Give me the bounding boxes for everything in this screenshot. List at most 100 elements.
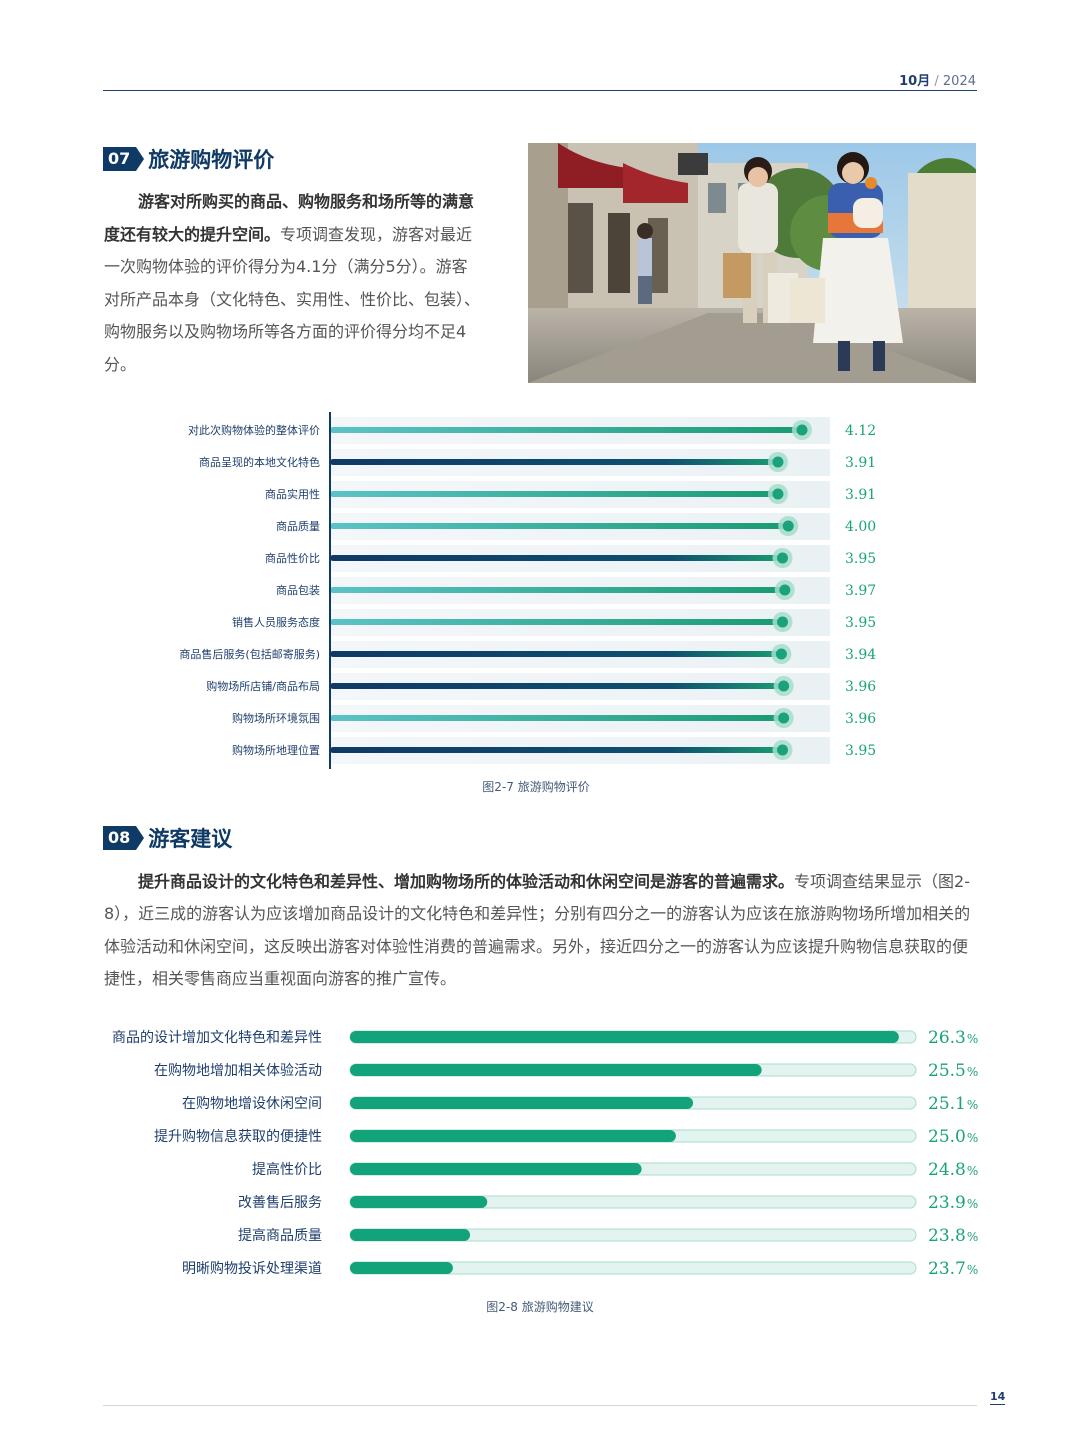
bar-marker: [772, 488, 784, 500]
shopping-evaluation-chart: 对此次购物体验的整体评价 4.12 商品呈现的本地文化特色 3.91 商品实用性 3.91…: [179, 412, 876, 769]
bar-marker: [796, 424, 808, 436]
value-label: 24.8%: [928, 1160, 978, 1180]
bar: [350, 1031, 899, 1043]
section-07-title: 旅游购物评价: [148, 148, 275, 172]
header-date: 10月 / 2024: [899, 70, 976, 89]
category-label: 提高性价比: [252, 1161, 322, 1178]
section-08-title: 游客建议: [148, 827, 233, 851]
photo-shopping-tourists-icon: [528, 143, 976, 383]
category-label: 购物场所环境氛围: [232, 711, 320, 725]
bar: [330, 619, 783, 625]
value-label: 4.00: [845, 519, 876, 535]
section-08-heading: 08 游客建议: [103, 823, 232, 853]
value-unit: %: [967, 1098, 978, 1112]
section-07-lead: 游客对所购买的商品、购物服务和场所等的满意度还有较大的提升空间。: [104, 192, 475, 244]
value-label: 3.95: [845, 551, 876, 567]
section-08-lead: 提升商品设计的文化特色和差异性、增加购物场所的体验活动和休闲空间是游客的普遍需求…: [138, 872, 795, 891]
bar: [330, 491, 778, 497]
section-07-body: 专项调查发现，游客对最近一次购物体验的评价得分为4.1分（满分5分）。游客对所产…: [104, 224, 481, 374]
category-label: 销售人员服务态度: [232, 615, 320, 629]
value-label: 26.3%: [928, 1028, 978, 1048]
value-label: 3.97: [845, 583, 876, 599]
value-label: 23.7%: [928, 1259, 978, 1279]
bar: [330, 683, 784, 689]
bar-marker: [772, 456, 784, 468]
value-unit: %: [967, 1164, 978, 1178]
bar: [350, 1064, 762, 1076]
category-label: 提高商品质量: [238, 1227, 322, 1244]
bar: [330, 587, 785, 593]
category-label: 商品售后服务(包括邮寄服务): [179, 647, 320, 661]
category-label: 购物场所店铺/商品布局: [206, 679, 320, 693]
bar-marker: [779, 584, 791, 596]
value-label: 3.96: [845, 711, 876, 727]
value-unit: %: [967, 1230, 978, 1244]
category-label: 商品性价比: [265, 551, 320, 565]
category-label: 改善售后服务: [238, 1195, 322, 1211]
category-label: 商品包装: [276, 583, 320, 597]
value-unit: %: [967, 1065, 978, 1079]
value-label: 3.96: [845, 679, 876, 695]
section-07-paragraph: 游客对所购买的商品、购物服务和场所等的满意度还有较大的提升空间。专项调查发现，游…: [104, 186, 482, 381]
bar: [350, 1163, 642, 1175]
bar-marker: [775, 648, 787, 660]
bar: [350, 1097, 694, 1109]
category-label: 商品实用性: [265, 487, 320, 501]
bar: [350, 1262, 453, 1274]
category-label: 明晰购物投诉处理渠道: [182, 1261, 322, 1277]
header-separator: /: [934, 74, 939, 89]
bar: [350, 1196, 488, 1208]
bar: [330, 555, 783, 561]
value-label: 25.5%: [928, 1061, 978, 1081]
bar-marker: [777, 616, 789, 628]
category-label: 在购物地增设休闲空间: [182, 1096, 322, 1112]
value-label: 23.8%: [928, 1226, 978, 1246]
header-rule: [103, 90, 977, 91]
bar: [330, 459, 778, 465]
value-unit: %: [967, 1197, 978, 1211]
value-label: 3.91: [845, 487, 876, 503]
chart-2-8-caption: 图2-8 旅游购物建议: [486, 1300, 594, 1314]
bar-marker: [778, 712, 790, 724]
bar-marker: [777, 552, 789, 564]
bar: [330, 651, 782, 657]
section-08-body: 专项调查结果显示（图2-8），近三成的游客认为应该增加商品设计的文化特色和差异性…: [104, 872, 971, 989]
bar-marker: [778, 680, 790, 692]
value-unit: %: [967, 1131, 978, 1145]
category-label: 对此次购物体验的整体评价: [188, 423, 320, 437]
section-08-number: 08: [103, 826, 145, 850]
value-label: 3.91: [845, 455, 876, 471]
category-label: 商品呈现的本地文化特色: [199, 455, 320, 469]
value-label: 3.95: [845, 615, 876, 631]
bar-marker: [782, 520, 794, 532]
value-label: 3.94: [845, 647, 876, 663]
bar-marker: [777, 744, 789, 756]
value-label: 23.9%: [928, 1193, 978, 1213]
shopping-suggestion-chart: 商品的设计增加文化特色和差异性 26.3% 在购物地增加相关体验活动 25.5% 在购物…: [112, 1028, 978, 1279]
category-label: 商品质量: [276, 519, 320, 533]
value-label: 3.95: [845, 743, 876, 759]
value-label: 25.0%: [928, 1127, 978, 1147]
header-month: 10月: [899, 74, 931, 89]
section-07-heading: 07 旅游购物评价: [103, 144, 274, 174]
bar: [330, 747, 783, 753]
category-label: 商品的设计增加文化特色和差异性: [112, 1029, 322, 1046]
page-number: 14: [990, 1390, 1006, 1405]
value-label: 25.1%: [928, 1094, 978, 1114]
section-08-paragraph: 提升商品设计的文化特色和差异性、增加购物场所的体验活动和休闲空间是游客的普遍需求…: [104, 866, 978, 996]
chart-2-7-caption: 图2-7 旅游购物评价: [482, 780, 590, 794]
category-label: 购物场所地理位置: [232, 743, 320, 757]
shopping-street-photo: [528, 143, 976, 383]
value-unit: %: [967, 1263, 978, 1277]
category-label: 提升购物信息获取的便捷性: [154, 1128, 322, 1145]
footer-rule: [103, 1405, 977, 1406]
bar: [330, 523, 789, 529]
bar: [330, 715, 784, 721]
bar: [350, 1229, 471, 1241]
header-year: 2024: [942, 74, 976, 89]
section-07-number: 07: [103, 147, 145, 171]
category-label: 在购物地增加相关体验活动: [154, 1063, 322, 1079]
bar: [330, 427, 802, 433]
bar: [350, 1130, 676, 1142]
value-label: 4.12: [845, 423, 876, 439]
